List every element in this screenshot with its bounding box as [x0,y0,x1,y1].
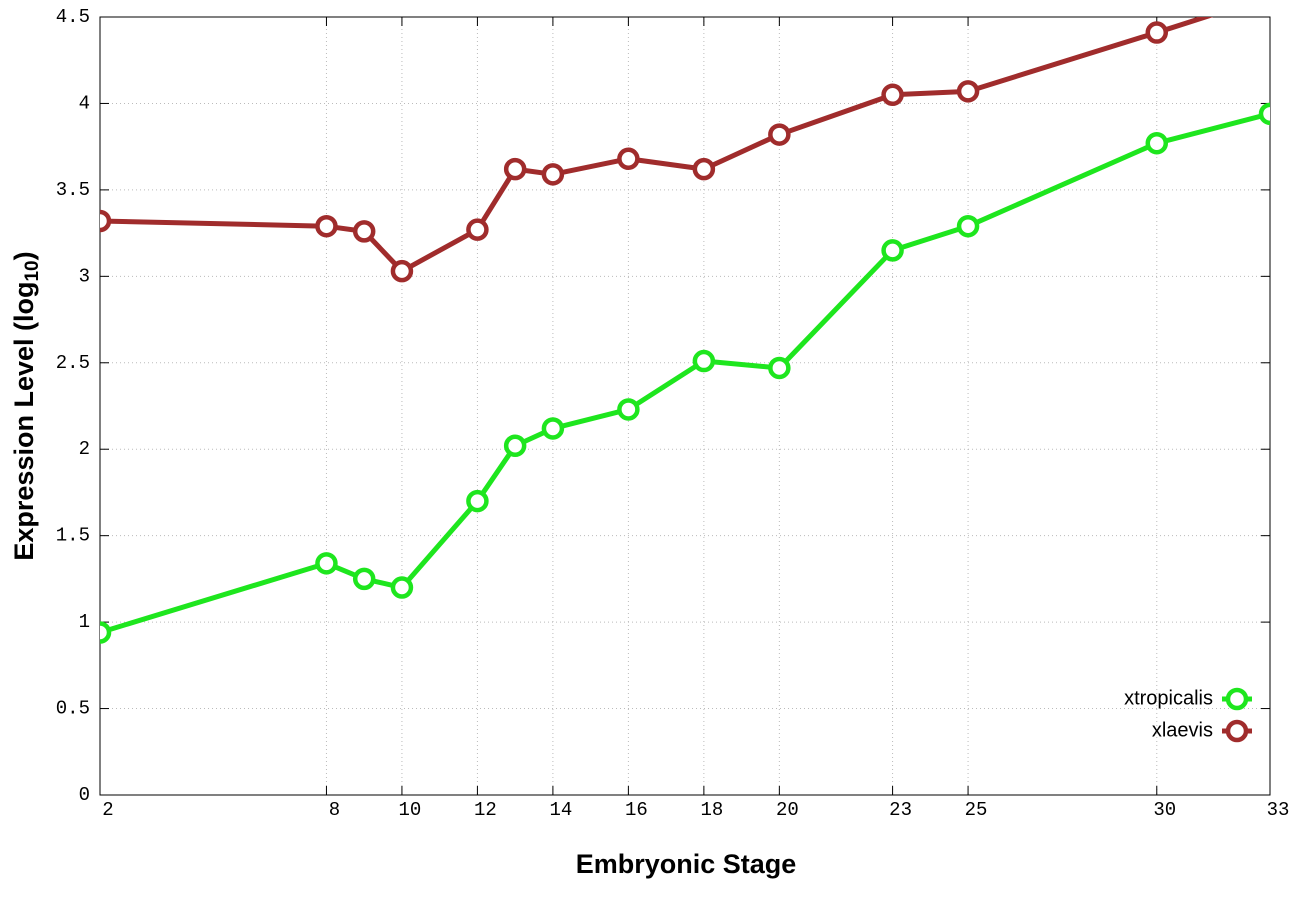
data-point [617,398,640,421]
x-tick-label: 12 [474,799,497,821]
data-point [315,214,338,238]
data-point [881,239,904,262]
data-point [390,259,414,283]
data-point [503,434,527,458]
data-point [390,576,414,599]
y-tick-label: 3 [79,265,90,287]
y-axis-label: Expression Level (log10) [9,251,43,560]
data-point [100,209,112,233]
x-tick-label: 2 [102,799,113,821]
x-tick-label: 20 [776,799,799,821]
y-tick-label: 3.5 [56,179,90,201]
data-point [541,163,565,186]
legend-label: xlaevis [1152,719,1213,741]
x-tick-label: 8 [329,799,340,821]
data-point [768,356,791,380]
y-axis-label-text: Expression Level (log [9,282,39,561]
data-point [1145,21,1169,44]
plot-area [100,0,1279,644]
x-tick-label: 10 [399,799,422,821]
y-tick-label: 4 [79,92,90,114]
y-tick-label: 2 [79,438,90,460]
plot-frame [99,16,1271,796]
y-tick-label: 1 [79,611,90,633]
series-line [100,111,1270,635]
data-point [352,567,376,591]
y-axis-label-end: ) [9,251,39,260]
data-point [315,552,338,575]
y-tick-label: 1.5 [56,525,90,547]
data-point [466,489,489,513]
y-tick-label: 0 [79,784,90,806]
data-point [881,83,904,107]
data-point [692,157,716,181]
data-point [100,621,112,644]
legend-marker [1225,687,1249,711]
y-axis-label-sub: 10 [22,260,43,281]
data-point [1261,0,1279,5]
data-point [503,157,527,181]
data-point [541,417,565,440]
data-point [1145,131,1169,155]
legend-marker [1225,719,1249,743]
data-point [768,123,791,146]
x-tick-label: 33 [1267,799,1290,821]
x-axis-label: Embryonic Stage [576,849,797,879]
x-tick-label: 25 [965,799,988,821]
x-tick-label: 14 [549,799,572,821]
data-point [956,80,980,103]
x-tick-label: 16 [625,799,648,821]
x-tick-label: 23 [889,799,912,821]
x-tick-label: 18 [700,799,723,821]
legend-label: xtropicalis [1124,687,1213,709]
y-tick-label: 4.5 [56,6,90,28]
data-point [352,220,376,243]
series-line [100,17,1214,274]
data-point [466,218,489,241]
data-point [1258,102,1270,126]
x-tick-label: 30 [1153,799,1176,821]
data-point [956,214,980,238]
y-tick-label: 0.5 [56,698,90,720]
data-point [617,147,640,171]
data-point [692,349,716,373]
y-tick-label: 2.5 [56,352,90,374]
